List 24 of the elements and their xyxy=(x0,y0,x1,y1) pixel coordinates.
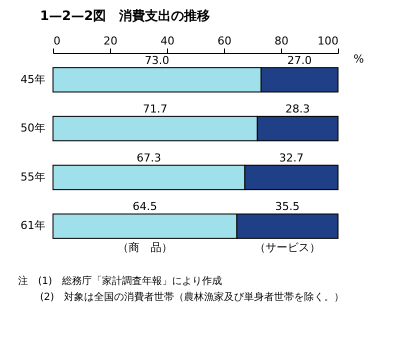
data-label: 27.0 xyxy=(287,54,312,67)
x-axis-title: % xyxy=(354,52,364,66)
x-tick-label: 20 xyxy=(104,34,118,48)
data-label: 35.5 xyxy=(275,200,300,214)
y-tick-label: 55年 xyxy=(20,170,46,184)
text: 注 (1) 総務庁「家計調査年報」により作成 xyxy=(18,274,224,289)
chart-title: 1—2—2図 消費支出の推移 xyxy=(40,9,210,24)
data-label: 67.3 xyxy=(136,151,162,164)
x-tick-label: 100 xyxy=(318,34,338,48)
data-label: 73.0 xyxy=(144,54,170,67)
y-tick-label: 61年 xyxy=(20,219,46,232)
x-tick-label: 60 xyxy=(218,34,232,48)
y-tick-label: 45年 xyxy=(20,72,46,86)
y-tick-label: 50年 xyxy=(20,122,46,135)
x-tick-label: 80 xyxy=(274,34,288,48)
x-tick-label: 40 xyxy=(160,34,174,48)
data-label: 71.7 xyxy=(142,102,168,116)
series-label: （商 品） xyxy=(117,241,172,254)
data-label: 32.7 xyxy=(279,151,304,164)
series-label: （サービス） xyxy=(254,241,320,254)
x-tick-label: 0 xyxy=(54,34,60,48)
data-label: 28.3 xyxy=(285,102,310,116)
text: (2) 対象は全国の消費者世帯（農林漁家及び単身者世帯を除く。） xyxy=(39,290,346,305)
data-label: 64.5 xyxy=(132,200,158,214)
